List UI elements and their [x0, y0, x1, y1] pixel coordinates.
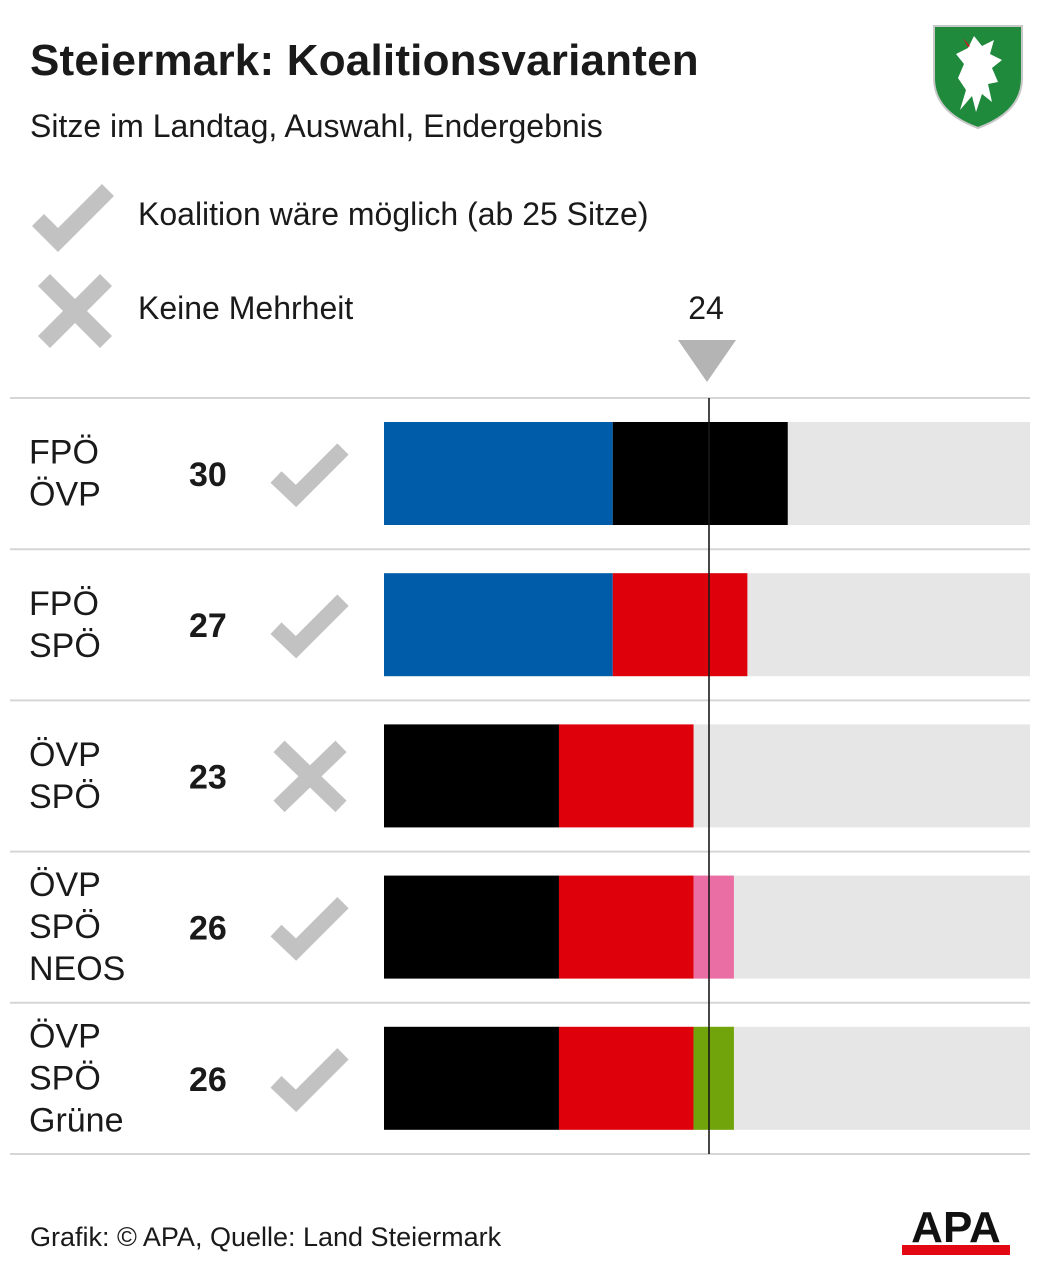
- bar-segment-vp: [384, 724, 559, 828]
- bar-segment-vp: [384, 1026, 559, 1130]
- seat-total-label: 26: [189, 910, 227, 948]
- checkmark-icon: [270, 594, 349, 659]
- seat-total-label: 27: [189, 607, 227, 645]
- checkmark-icon: [270, 1048, 349, 1112]
- checkmark-icon: [270, 443, 349, 508]
- party-label: SPÖ: [29, 778, 101, 816]
- party-label: SPÖ: [29, 1059, 101, 1097]
- legend-no-majority-label: Keine Mehrheit: [138, 290, 354, 326]
- checkmark-icon: [270, 896, 349, 961]
- legend-possible-label: Koalition wäre möglich (ab 25 Sitze): [138, 196, 649, 232]
- party-label: ÖVP: [29, 476, 101, 514]
- bar-segment-sp: [558, 1026, 694, 1130]
- bar-segment-fp: [384, 422, 613, 525]
- cross-icon: [273, 740, 347, 813]
- party-label: NEOS: [29, 950, 125, 988]
- seat-total-label: 26: [189, 1061, 227, 1099]
- chart-title: Steiermark: Koalitionsvarianten: [30, 36, 699, 85]
- bar-segment-sp: [558, 875, 694, 979]
- threshold-marker-icon: [678, 340, 736, 382]
- bar-segment-vp: [384, 875, 559, 979]
- apa-logo: APA: [902, 1204, 1010, 1255]
- legend-cross-icon: [37, 273, 113, 349]
- party-label: ÖVP: [29, 866, 101, 904]
- bar-segment-grne: [693, 1026, 734, 1130]
- seat-total-label: 23: [189, 758, 227, 796]
- party-label: FPÖ: [29, 585, 99, 623]
- source-credit: Grafik: © APA, Quelle: Land Steiermark: [30, 1222, 502, 1252]
- threshold-label: 24: [688, 290, 724, 326]
- bar-segment-vp: [612, 422, 788, 525]
- party-label: ÖVP: [29, 1017, 101, 1055]
- party-label: SPÖ: [29, 627, 101, 665]
- party-label: ÖVP: [29, 736, 101, 774]
- seat-total-label: 30: [189, 456, 227, 494]
- bar-segment-fp: [384, 573, 613, 677]
- styria-coat-of-arms-icon: [933, 25, 1023, 130]
- party-label: Grüne: [29, 1101, 124, 1139]
- party-label: FPÖ: [29, 434, 99, 472]
- bar-segment-sp: [612, 573, 748, 677]
- bar-segment-sp: [558, 724, 694, 828]
- bar-segment-neos: [693, 875, 734, 979]
- legend-checkmark-icon: [31, 183, 114, 253]
- coalition-bar-chart: FPÖ ÖVP 30 FPÖ SPÖ 27 ÖVP SPÖ 23 ÖVP SPÖ NEOS 26 ÖVP S…: [10, 397, 1030, 1155]
- party-label: SPÖ: [29, 908, 101, 946]
- svg-text:APA: APA: [911, 1204, 1001, 1252]
- chart-subtitle: Sitze im Landtag, Auswahl, Endergebnis: [30, 108, 603, 144]
